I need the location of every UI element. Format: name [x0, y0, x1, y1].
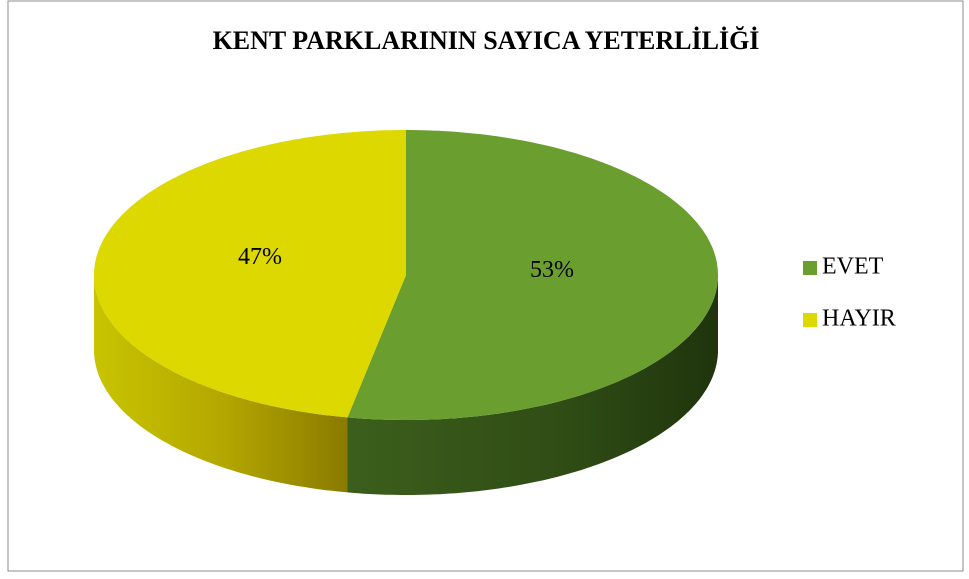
chart-title: KENT PARKLARININ SAYICA YETERLİLİĞİ: [213, 26, 760, 55]
slice: [347, 130, 718, 420]
legend-swatch: [803, 313, 817, 327]
data-label: 47%: [238, 244, 282, 270]
legend-swatch: [803, 261, 817, 275]
data-label: 53%: [530, 257, 574, 283]
legend-label: EVET: [822, 254, 884, 280]
slice-side: [347, 275, 718, 495]
slice: [94, 130, 406, 418]
slice-side: [94, 275, 348, 493]
legend-label: HAYIR: [822, 306, 896, 332]
